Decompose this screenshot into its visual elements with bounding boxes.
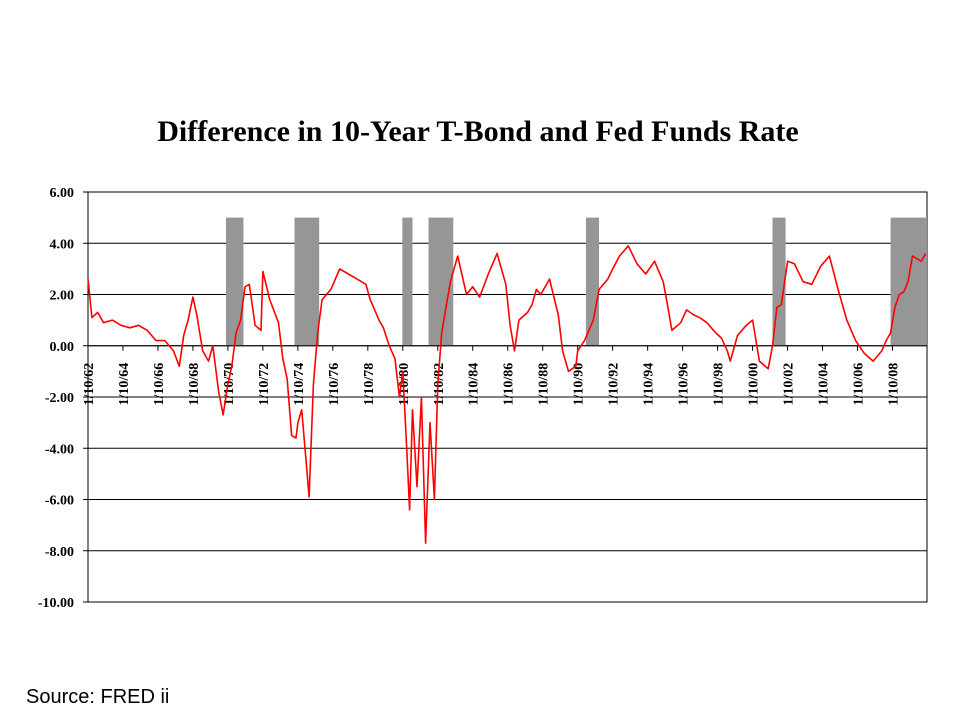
x-tick-label: 1/10/88 xyxy=(537,363,552,406)
plot-area: 6.00 4.00 2.00 0.00 -2.00 -4.00 -6.00 -8.00 -10.… xyxy=(38,186,928,611)
y-tick-label: 4.00 xyxy=(50,237,75,252)
y-tick-label: 6.00 xyxy=(50,186,75,201)
x-tick-label: 1/10/66 xyxy=(152,363,167,406)
x-tick-label: 1/10/08 xyxy=(886,363,901,406)
x-tick-label: 1/10/62 xyxy=(82,363,97,406)
x-tick-label: 1/10/76 xyxy=(327,363,342,406)
y-tick-label: 2.00 xyxy=(50,289,75,304)
x-tick-label: 1/10/74 xyxy=(292,363,307,406)
x-tick-label: 1/10/82 xyxy=(432,363,447,406)
y-tick-label: -4.00 xyxy=(45,442,74,457)
x-tick-label: 1/10/94 xyxy=(642,363,657,406)
x-tick-label: 1/10/70 xyxy=(222,363,237,406)
y-tick-label: 0.00 xyxy=(50,340,75,355)
x-tick-label: 1/10/06 xyxy=(852,363,867,406)
recession-bar xyxy=(402,217,413,346)
x-tick-label: 1/10/72 xyxy=(257,363,272,406)
x-tick-label: 1/10/64 xyxy=(117,363,132,406)
y-tick-label: -2.00 xyxy=(45,391,74,406)
x-tick-label: 1/10/92 xyxy=(607,363,622,406)
source-note: Source: FRED ii xyxy=(26,686,170,708)
x-tick-label: 1/10/84 xyxy=(467,363,482,406)
recession-bar xyxy=(428,217,454,346)
x-tick-label: 1/10/02 xyxy=(782,363,797,406)
x-tick-label: 1/10/80 xyxy=(397,363,412,406)
y-tick-label: -6.00 xyxy=(45,494,74,509)
x-tick-label: 1/10/00 xyxy=(747,363,762,406)
chart-title: Difference in 10-Year T-Bond and Fed Fun… xyxy=(157,115,798,148)
y-tick-label: -10.00 xyxy=(38,596,74,611)
x-tick-label: 1/10/04 xyxy=(817,363,832,406)
x-tick-label: 1/10/86 xyxy=(502,363,517,406)
x-tick-label: 1/10/96 xyxy=(677,363,692,406)
recession-bar xyxy=(585,217,600,346)
x-tick-label: 1/10/68 xyxy=(187,363,202,406)
x-tick-label: 1/10/98 xyxy=(712,363,727,406)
x-tick-label: 1/10/90 xyxy=(572,363,587,406)
recession-bar xyxy=(225,217,244,346)
recession-bar xyxy=(294,217,320,346)
x-tick-label: 1/10/78 xyxy=(362,363,377,406)
series-line xyxy=(87,245,927,544)
y-tick-label: -8.00 xyxy=(45,545,74,560)
